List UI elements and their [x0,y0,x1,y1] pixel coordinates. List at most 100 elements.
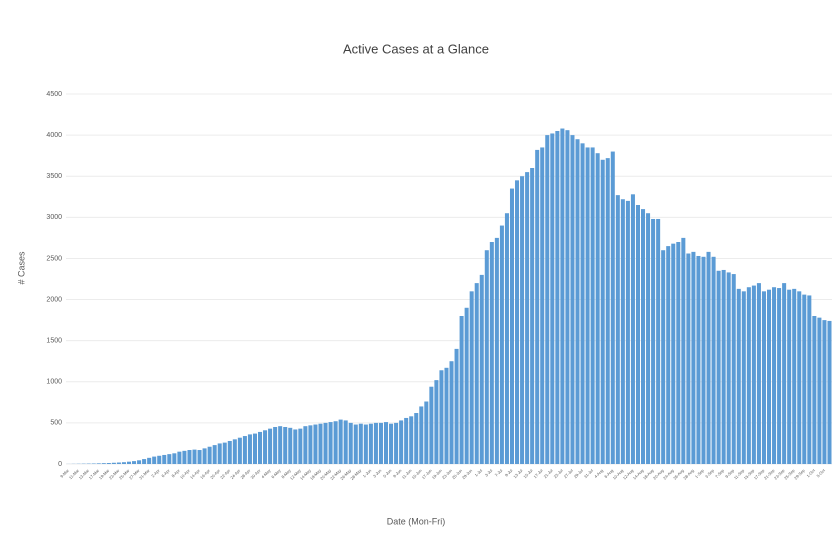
bar [625,200,630,464]
bar [323,422,328,464]
x-tick-label: 28-Aug [682,468,695,481]
bar [258,431,263,464]
bar [358,423,363,464]
bar [610,151,615,465]
bar [126,461,132,464]
x-tick-label: 31-Jul [583,468,594,479]
x-tick-label: 13-Jul [512,468,523,479]
bar [666,246,671,464]
x-tick-label: 4-Aug [593,468,604,479]
x-tick-label: 23-Jul [553,468,564,479]
x-tick-label: 6-Apr [160,467,171,478]
bar [595,153,600,464]
y-tick-label: 1000 [46,379,62,386]
bar [444,367,449,464]
bar [308,425,313,464]
x-tick-label: 21-Jul [543,468,554,479]
x-tick-label: 9-Mar [59,467,70,478]
y-tick-label: 500 [50,420,62,427]
x-tick-label: 29-Sep [793,467,806,480]
bar [726,272,731,464]
bar [383,422,389,464]
bar [555,131,560,464]
bar [525,172,530,464]
bar [520,176,525,464]
x-tick-label: 6-Aug [603,468,614,479]
bar [681,237,686,464]
bar [368,423,373,464]
bar [469,291,474,464]
x-tick-label: 28-May [349,468,362,481]
bar [656,218,661,464]
bar [116,462,121,464]
bar [419,406,424,464]
x-tick-label: 9-Jul [504,468,514,478]
bar [721,269,726,464]
bar [242,436,247,464]
bar [273,427,278,464]
bar [812,316,817,464]
bar [787,289,792,464]
bar [343,420,348,464]
bar [111,462,116,464]
bar [454,348,459,464]
bar [182,450,187,464]
x-tick-label: 17-Jun [421,468,433,480]
bar [172,453,177,464]
bar [499,225,504,464]
bar [580,143,585,465]
x-tick-label: 1-Jul [474,468,484,478]
x-tick-label: 15-Jul [522,468,533,479]
x-tick-label: 1-Jun [362,468,373,479]
bar [278,426,283,464]
bar [227,440,232,464]
bar [817,317,822,464]
x-tick-label: 19-Jun [431,468,443,480]
bar [661,250,666,464]
bar [671,243,676,464]
bar [373,422,378,464]
bar [459,316,464,464]
bar [807,295,812,464]
bar [167,454,172,464]
x-tick-label: 29-Jul [573,468,584,479]
bar [590,147,595,464]
bar [635,205,640,464]
bar [283,427,288,464]
bar [777,288,782,464]
bar [212,445,217,464]
bar [530,168,535,464]
bar [252,433,257,464]
x-tick-label: 7-Sep [714,467,726,479]
bar [162,454,167,464]
bar [399,420,404,464]
bar [570,135,575,464]
bar [192,449,197,464]
bar [504,213,509,464]
bar [333,421,338,464]
bar [540,147,545,464]
bar [615,195,620,464]
bar [772,287,777,464]
bar [96,463,101,464]
y-tick-label: 4500 [46,91,62,98]
bar [449,361,454,464]
bar [560,128,565,465]
x-axis-label: Date (Mon-Fri) [387,516,446,526]
bar [756,283,761,464]
bar [328,422,333,464]
bar [600,159,605,464]
bar [782,283,787,464]
bar [298,428,303,464]
bar [147,457,152,464]
bar [363,424,368,464]
bar [716,270,721,464]
bar [691,251,696,464]
bar [550,133,555,464]
bar [792,288,797,464]
x-tick-label: 6-May [270,468,281,479]
bar [761,291,766,464]
bar [489,242,494,464]
x-tick-label: 27-Jul [563,468,574,479]
